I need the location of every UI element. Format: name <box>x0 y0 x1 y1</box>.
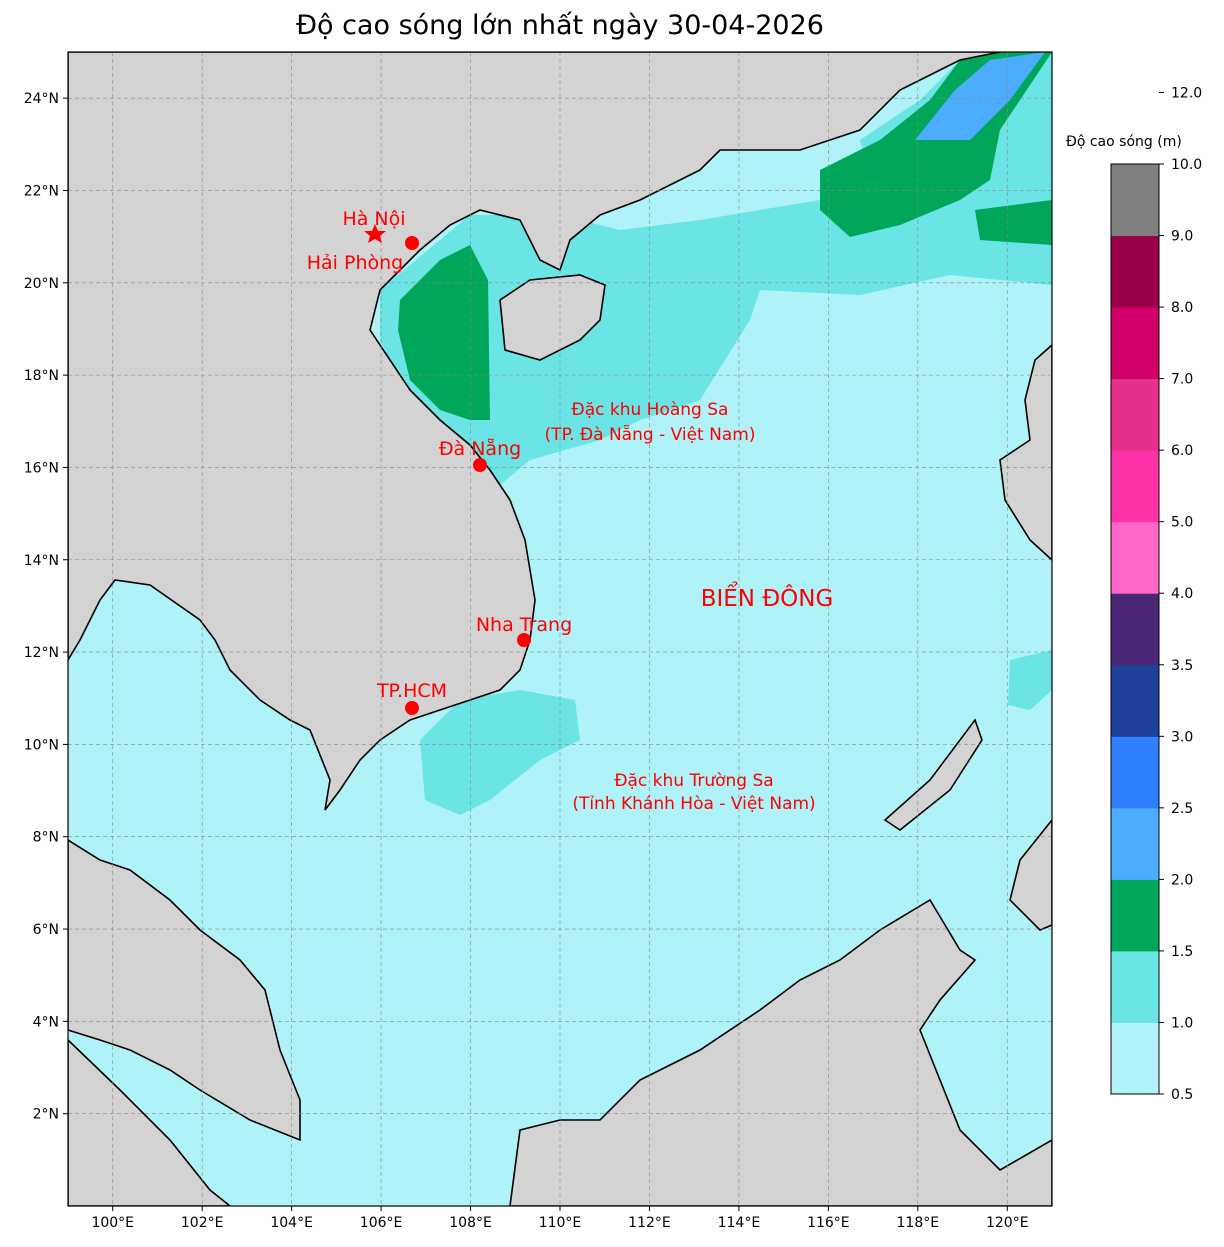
colorbar-tick-label: 2.5 <box>1171 801 1193 817</box>
lat-tick-label: 24°N <box>24 91 59 107</box>
colorbar-tick-label: 8.0 <box>1171 300 1193 316</box>
label-nhatrang: Nha Trang <box>476 614 572 636</box>
lat-tick-label: 2°N <box>33 1107 59 1123</box>
lon-tick-label: 120°E <box>986 1215 1029 1231</box>
land-palawan <box>883 718 983 831</box>
colorbar-tick-label: 1.5 <box>1171 944 1193 960</box>
colorbar-tick-label: 12.0 <box>1171 85 1202 101</box>
land-hainan <box>499 274 606 361</box>
colorbar-tick-label: 4.0 <box>1171 586 1193 602</box>
wave-zone-1-1.5-east <box>1008 650 1052 710</box>
colorbar-tick-label: 6.0 <box>1171 443 1193 459</box>
colorbar-band <box>1111 378 1159 451</box>
lon-tick-label: 104°E <box>270 1215 313 1231</box>
label-truongsa-2: (Tỉnh Khánh Hòa - Việt Nam) <box>572 794 815 814</box>
lat-tick-label: 10°N <box>24 737 59 753</box>
lat-tick-label: 16°N <box>24 460 59 476</box>
colorbar-tick-label: 7.0 <box>1171 372 1193 388</box>
lon-tick-label: 112°E <box>628 1215 671 1231</box>
land <box>68 52 1052 1206</box>
lon-tick-label: 116°E <box>807 1215 850 1231</box>
colorbar-tick-label: 2.0 <box>1171 872 1193 888</box>
colorbar-tick-label: 0.5 <box>1171 1087 1193 1103</box>
colorbar-band <box>1111 521 1159 594</box>
lat-tick-label: 12°N <box>24 645 59 661</box>
lat-tick-label: 20°N <box>24 276 59 292</box>
lat-tick-label: 18°N <box>24 368 59 384</box>
colorbar-band <box>1111 307 1159 380</box>
colorbar-tick-label: 10.0 <box>1171 157 1202 173</box>
colorbar-band <box>1111 235 1159 308</box>
land-sumatra <box>68 1038 232 1206</box>
colorbar-tick-label: 9.0 <box>1171 229 1193 245</box>
lon-tick-label: 108°E <box>449 1215 492 1231</box>
danang-marker-icon <box>473 458 487 472</box>
lon-tick-label: 110°E <box>539 1215 582 1231</box>
lat-tick-label: 4°N <box>33 1014 59 1030</box>
gridlines <box>68 52 1052 1206</box>
wave-zone-1.5-2-gulf <box>398 245 490 420</box>
colorbar-band <box>1111 164 1159 237</box>
colorbar-band <box>1111 1022 1159 1095</box>
lat-tick-label: 14°N <box>24 553 59 569</box>
colorbar-band <box>1111 950 1159 1023</box>
lon-tick-label: 102°E <box>181 1215 224 1231</box>
lat-tick-label: 8°N <box>33 830 59 846</box>
wave-zone-1.5-2-east <box>975 200 1052 245</box>
lat-tick-label: 6°N <box>33 922 59 938</box>
colorbar-title: Độ cao sóng (m) <box>1066 134 1182 150</box>
land-philippines-south <box>1009 818 1052 931</box>
colorbar-tick-label: 1.0 <box>1171 1015 1193 1031</box>
label-hoangsa-2: (TP. Đà Nẵng - Việt Nam) <box>545 424 756 445</box>
nhatrang-marker-icon <box>517 633 531 647</box>
colorbar-tick-label: 5.0 <box>1171 515 1193 531</box>
colorbar-tick-label: 3.5 <box>1171 658 1193 674</box>
land-malay-peninsula <box>68 839 301 1142</box>
lat-tick-label: 22°N <box>24 183 59 199</box>
lon-tick-label: 100°E <box>91 1215 134 1231</box>
colorbar-band <box>1111 807 1159 880</box>
label-hanoi: Hà Nội <box>342 208 405 230</box>
label-danang: Đà Nẵng <box>439 437 521 460</box>
lon-tick-label: 114°E <box>718 1215 761 1231</box>
colorbar-tick-label: 3.0 <box>1171 729 1193 745</box>
land-borneo <box>509 898 1052 1206</box>
colorbar-band <box>1111 879 1159 952</box>
hanoi-star-icon <box>364 224 386 243</box>
colorbar-band <box>1111 736 1159 809</box>
land-mainland <box>68 52 1001 811</box>
lon-tick-label: 106°E <box>360 1215 403 1231</box>
label-hcm: TP.HCM <box>376 680 447 702</box>
wave-zone-1-1.5-south <box>420 690 580 815</box>
axis-ticks: 100°E 102°E 104°E 106°E 108°E 110°E 112°E 114°E… <box>24 91 1029 1231</box>
hcm-marker-icon <box>405 701 419 715</box>
label-hoangsa-1: Đặc khu Hoàng Sa <box>572 400 729 420</box>
land-luzon <box>999 343 1052 562</box>
colorbar-band <box>1111 593 1159 666</box>
label-biendong: BIỂN ĐÔNG <box>701 582 834 612</box>
colorbar-frame <box>1110 163 1160 1095</box>
wave-zone-2-2.5 <box>915 52 1045 140</box>
label-truongsa-1: Đặc khu Trường Sa <box>614 771 773 791</box>
map-title: Độ cao sóng lớn nhất ngày 30-04-2026 <box>296 10 824 41</box>
colorbar-band <box>1111 664 1159 737</box>
colorbar-band <box>1111 450 1159 523</box>
colorbar: 0.5 1.0 1.5 2.0 2.5 3.0 3.5 4.0 5.0 6.0 7.0 8.0 9.0 1… <box>1110 85 1202 1103</box>
lon-tick-label: 118°E <box>897 1215 940 1231</box>
haiphong-marker-icon <box>405 236 419 250</box>
label-haiphong: Hải Phòng <box>307 252 403 274</box>
